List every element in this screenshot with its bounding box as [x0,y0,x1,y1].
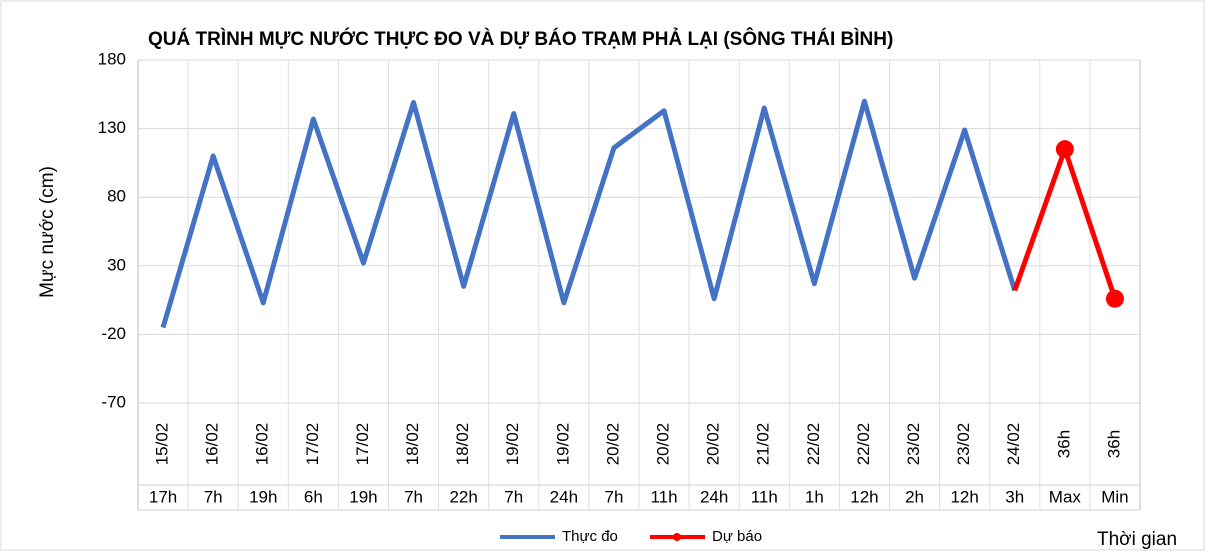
legend-marker [673,533,681,541]
x-tick-label: 19h [349,487,377,506]
y-tick-label: 130 [98,118,126,137]
y-tick-label: 80 [107,187,126,206]
x-tick-label: 7h [204,487,223,506]
y-tick-label: 30 [107,255,126,274]
x-tick-label: 18/02 [453,423,472,466]
y-tick-label: -70 [101,392,126,411]
x-tick-label: 11h [650,487,677,506]
y-tick-label: -20 [101,324,126,343]
x-tick-label: 1h [805,487,824,506]
x-tick-label: 6h [304,487,323,506]
x-tick-label: 7h [404,487,423,506]
x-tick-label: 36h [1104,430,1123,458]
x-tick-label: 20/02 [603,423,622,466]
x-tick-label: 2h [905,487,924,506]
x-tick-label: 19/02 [503,423,522,466]
x-tick-label: 22/02 [804,423,823,466]
x-tick-label: 22/02 [854,423,873,466]
x-tick-label: 17h [149,487,177,506]
x-tick-label: 17/02 [303,423,322,466]
x-tick-label: 12h [950,487,978,506]
x-tick-label: 21/02 [754,423,773,466]
x-tick-label: 17/02 [353,423,372,466]
x-tick-label: 7h [504,487,523,506]
x-tick-label: 36h [1054,430,1073,458]
x-tick-label: 11h [751,487,778,506]
point-marker [1055,140,1074,159]
x-tick-label: 22h [449,487,477,506]
x-tick-label: 19h [249,487,277,506]
x-tick-label: 12h [850,487,878,506]
x-tick-label: 15/02 [153,423,172,466]
x-tick-label: 20/02 [654,423,673,466]
x-tick-label: 16/02 [253,423,272,466]
legend-label: Thực đo [562,528,618,545]
x-tick-label: 23/02 [904,423,923,466]
x-tick-label: 19/02 [553,423,572,466]
x-tick-label: 24h [700,487,728,506]
chart-title: QUÁ TRÌNH MỰC NƯỚC THỰC ĐO VÀ DỰ BÁO TRẠ… [148,28,893,50]
legend-label: Dự báo [712,528,762,545]
x-tick-label: 7h [604,487,623,506]
x-tick-label: 23/02 [954,423,973,466]
x-tick-label: 16/02 [203,423,222,466]
y-tick-label: 180 [98,49,126,68]
line-series [160,98,1018,329]
x-axis-label: Thời gian [1097,529,1177,550]
x-tick-label: Min [1101,487,1128,506]
x-tick-label: 24h [550,487,578,506]
x-tick-label: Max [1049,487,1082,506]
y-axis-label: Mực nước (cm) [37,166,58,298]
x-tick-label: 20/02 [704,423,723,466]
x-tick-label: 18/02 [403,423,422,466]
x-tick-label: 24/02 [1004,423,1023,466]
x-tick-label: 3h [1005,487,1024,506]
point-marker [1105,289,1124,308]
